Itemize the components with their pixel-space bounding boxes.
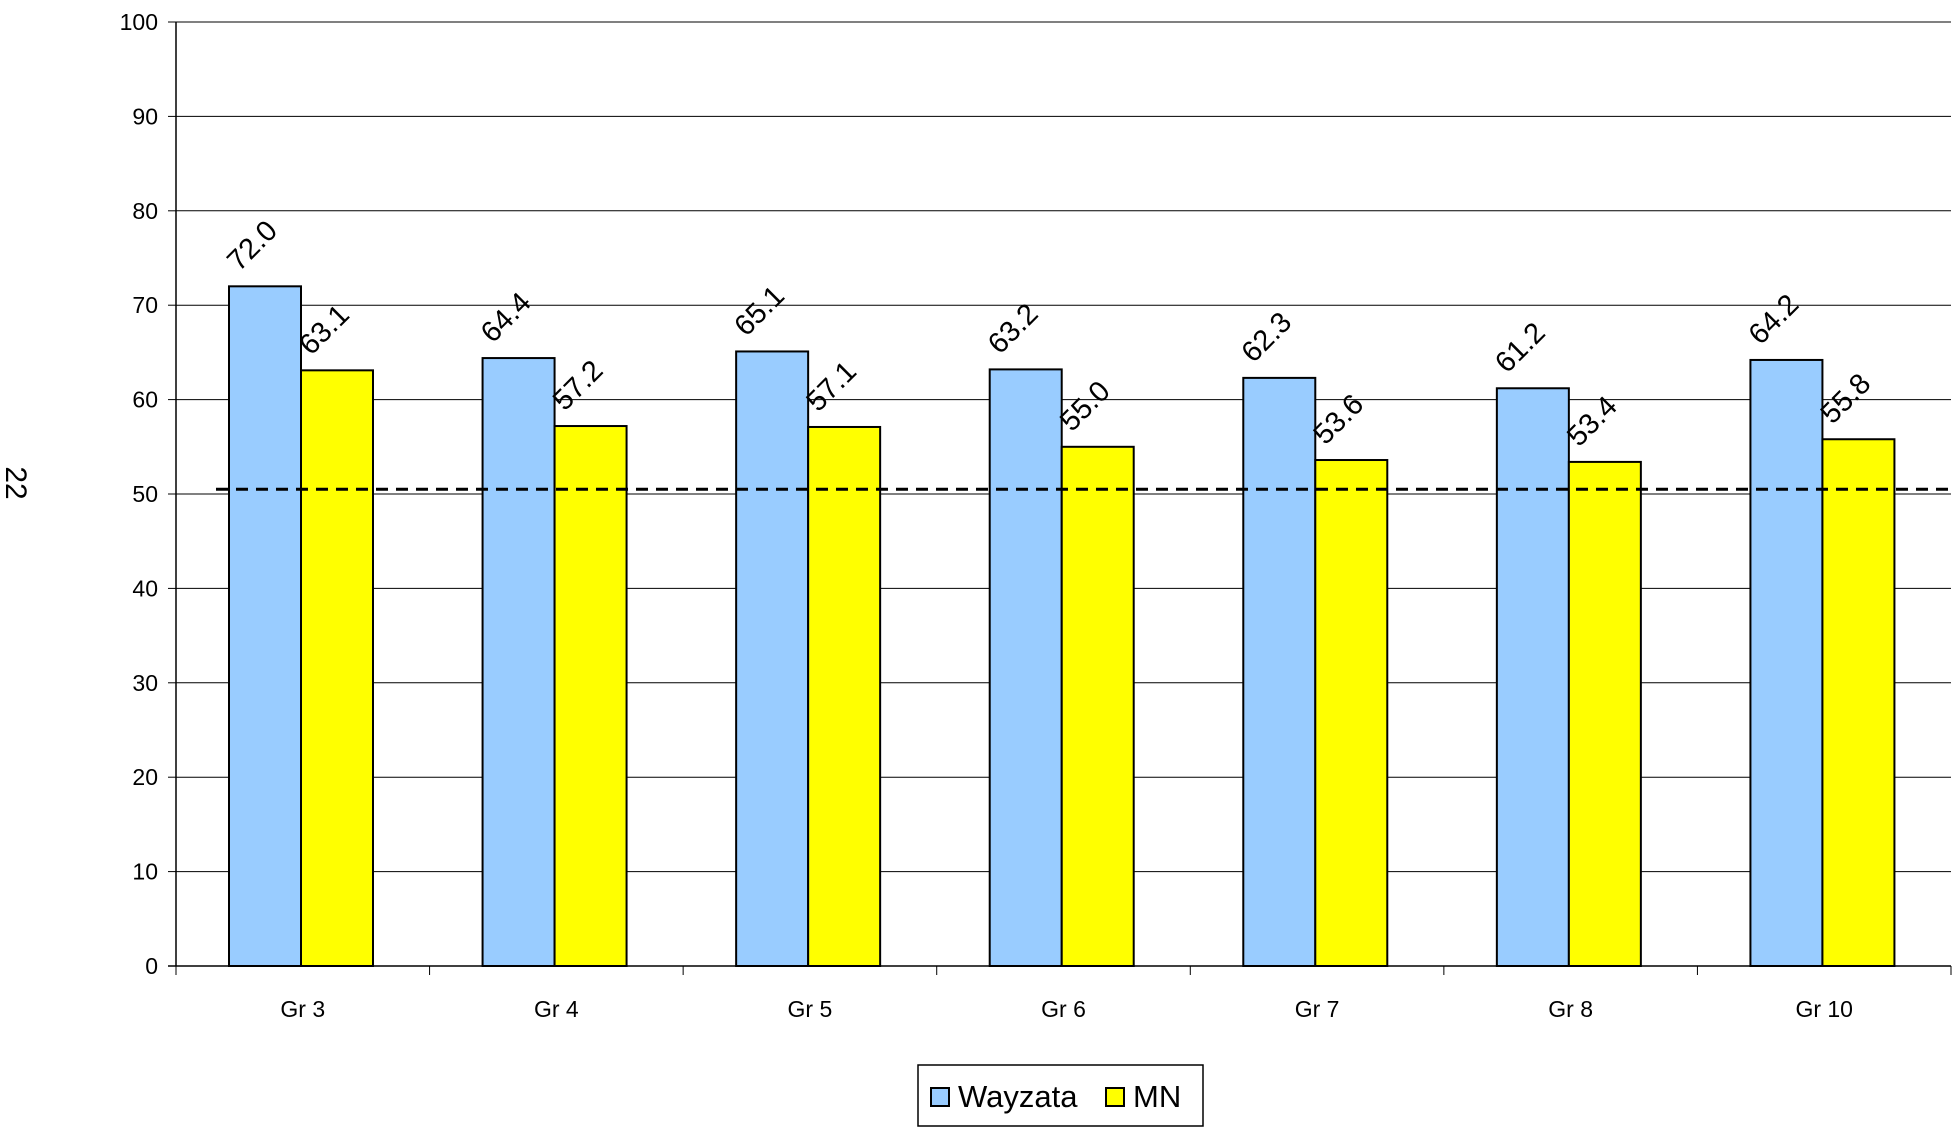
- data-label: 62.3: [1236, 306, 1299, 369]
- y-tick-label: 100: [120, 9, 158, 35]
- x-tick-label: Gr 3: [280, 996, 325, 1022]
- bar-mn-gr-7: [1314, 459, 1389, 967]
- y-tick-label: 10: [132, 859, 158, 885]
- y-tick-label: 50: [132, 481, 158, 507]
- x-tick-label: Gr 6: [1041, 996, 1086, 1022]
- data-label: 64.2: [1743, 288, 1806, 351]
- legend: Wayzata MN: [917, 1064, 1204, 1127]
- y-tick-label: 90: [132, 103, 158, 129]
- axes: [168, 22, 1951, 967]
- data-label: 64.4: [475, 286, 538, 349]
- bar-wayzata-gr-6: [988, 368, 1063, 967]
- bar-wayzata-gr-5: [735, 350, 810, 967]
- data-label: 61.2: [1489, 317, 1552, 380]
- y-tick-label: 0: [145, 953, 158, 979]
- bar-mn-gr-6: [1060, 445, 1135, 967]
- data-label: 65.1: [728, 280, 791, 343]
- bar-mn-gr-3: [300, 369, 374, 967]
- bar-wayzata-gr-8: [1495, 387, 1570, 968]
- y-tick-label: 30: [132, 670, 158, 696]
- y-tick-label: 20: [132, 764, 158, 790]
- bar-wayzata-gr-7: [1242, 376, 1317, 967]
- x-tick-label: Gr 5: [788, 996, 833, 1022]
- data-label: 57.2: [547, 354, 610, 417]
- y-axis-ticks: 0 10 20 30 40 50 60 70 80 90 100: [120, 9, 176, 979]
- x-tick-label: Gr 4: [534, 996, 579, 1022]
- bar-mn-gr-5: [807, 425, 882, 967]
- bars: [228, 285, 1896, 968]
- legend-swatch-wayzata: [930, 1087, 950, 1107]
- data-label: 57.1: [800, 355, 863, 418]
- y-tick-label: 70: [132, 292, 158, 318]
- y-tick-label: 60: [132, 387, 158, 413]
- y-tick-label: 80: [132, 198, 158, 224]
- bar-mn-gr-10: [1821, 438, 1896, 967]
- bar-mn-gr-4: [553, 425, 628, 968]
- bar-wayzata-gr-4: [481, 357, 556, 967]
- x-tick-label: Gr 8: [1548, 996, 1593, 1022]
- bar-mn-gr-8: [1567, 460, 1642, 967]
- page-number: 22: [0, 466, 32, 499]
- data-label: 55.0: [1054, 375, 1117, 438]
- x-tick-label: Gr 7: [1295, 996, 1340, 1022]
- x-axis-ticks: Gr 3 Gr 4 Gr 5 Gr 6 Gr 7 Gr 8 Gr 10: [175, 966, 1952, 1022]
- bar-wayzata-gr-3: [228, 285, 302, 967]
- data-label: 63.1: [293, 299, 356, 362]
- legend-box: [917, 1064, 1204, 1127]
- bar-wayzata-gr-10: [1749, 358, 1824, 967]
- x-tick-label: Gr 10: [1795, 996, 1853, 1022]
- legend-swatch-mn: [1105, 1087, 1125, 1107]
- data-label: 63.2: [982, 298, 1045, 361]
- y-tick-label: 40: [132, 575, 158, 601]
- legend-label-mn: MN: [1133, 1079, 1181, 1114]
- data-label: 53.6: [1308, 388, 1371, 451]
- legend-label-wayzata: Wayzata: [958, 1079, 1078, 1114]
- data-label: 72.0: [221, 215, 284, 278]
- data-label: 55.8: [1815, 368, 1878, 431]
